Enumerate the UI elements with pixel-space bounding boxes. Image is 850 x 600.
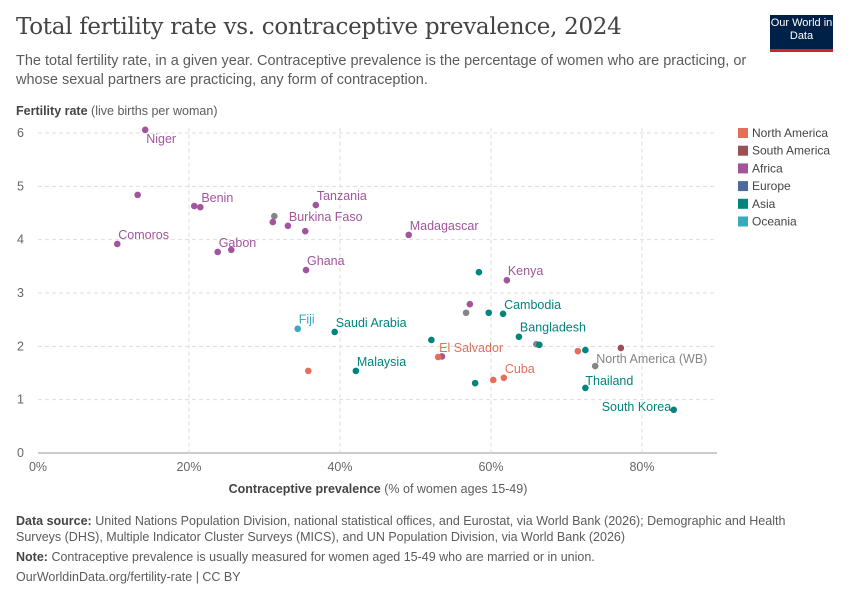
data-point-label: Thailand (585, 374, 633, 388)
y-tick-label: 6 (17, 126, 24, 140)
data-point-label: Ghana (307, 254, 345, 268)
data-point (214, 248, 221, 256)
data-point (515, 333, 523, 341)
legend-swatch (738, 145, 748, 156)
data-point (503, 276, 511, 284)
y-axis-label: Fertility rate (live births per woman) (16, 104, 217, 118)
data-point (500, 374, 508, 382)
data-point-label: Tanzania (317, 189, 367, 203)
data-point-label: Comoros (118, 228, 169, 242)
data-point-label: North America (WB) (596, 352, 707, 366)
data-point-label: Cuba (505, 362, 535, 376)
y-tick-label: 3 (17, 286, 24, 300)
y-tick-label: 2 (17, 339, 24, 353)
x-axis-label-bold: Contraceptive prevalence (229, 482, 381, 496)
note: Contraceptive prevalence is usually meas… (51, 550, 595, 564)
y-axis-label-bold: Fertility rate (16, 104, 88, 118)
data-point (405, 231, 413, 239)
y-axis-label-unit: (live births per woman) (91, 104, 217, 118)
x-tick-label: 20% (176, 460, 201, 474)
data-point (141, 126, 149, 134)
data-point-label: Benin (201, 191, 233, 205)
data-point-label: Fiji (299, 313, 315, 327)
data-point-label: El Salvador (439, 341, 503, 355)
owid-logo[interactable]: Our World in Data (770, 15, 833, 52)
data-point (331, 328, 339, 336)
chart-title: Total fertility rate vs. contraceptive p… (16, 14, 622, 40)
x-tick-label: 80% (629, 460, 654, 474)
data-point-label: Niger (146, 132, 176, 146)
source-label: Data source: (16, 514, 92, 528)
x-axis-label-unit: (% of women ages 15-49) (384, 482, 527, 496)
data-point-label: South Korea (602, 400, 672, 414)
legend-label: South America (752, 144, 830, 158)
data-point (269, 218, 277, 226)
data-point (591, 362, 599, 370)
data-point (197, 203, 204, 211)
legend-label: Oceania (752, 215, 797, 229)
data-point (134, 191, 141, 199)
x-axis-label: Contraceptive prevalence (% of women age… (229, 482, 528, 496)
data-point-label: Malaysia (357, 355, 406, 369)
data-source: United Nations Population Division, nati… (16, 514, 786, 544)
data-point (428, 336, 435, 344)
data-point (301, 227, 309, 235)
data-point-label: Bangladesh (520, 321, 586, 335)
legend-swatch (738, 128, 748, 138)
legend-label: Europe (752, 179, 791, 193)
x-tick-label: 40% (327, 460, 352, 474)
data-point (499, 310, 507, 318)
scatter-chart: Fertility rate (live births per woman) C… (16, 104, 830, 496)
legend-label: Asia (752, 197, 776, 211)
y-tick-label: 1 (17, 393, 24, 407)
data-point (617, 344, 625, 352)
data-point (536, 341, 543, 349)
data-point (227, 246, 235, 254)
legend-swatch (738, 181, 748, 192)
y-tick-label: 5 (17, 179, 24, 193)
data-point (294, 325, 302, 333)
data-point-label: Gabon (219, 236, 257, 250)
legend-label: North America (752, 126, 828, 140)
note-label: Note: (16, 550, 48, 564)
legend-label: Africa (752, 161, 783, 175)
data-point (582, 346, 589, 354)
source-link[interactable]: OurWorldinData.org/fertility-rate | CC B… (16, 570, 241, 584)
legend-swatch (738, 216, 748, 227)
data-point (462, 309, 470, 317)
y-tick-label: 4 (17, 233, 24, 247)
footer: Data source: United Nations Population D… (16, 513, 816, 585)
legend-swatch (738, 163, 748, 174)
data-point (670, 406, 678, 414)
data-point (582, 384, 589, 392)
data-point (466, 300, 474, 308)
chart-subtitle: The total fertility rate, in a given yea… (16, 53, 747, 88)
data-point (312, 201, 320, 209)
data-point-label: Saudi Arabia (336, 316, 407, 330)
data-point (302, 266, 310, 274)
data-point (574, 347, 582, 355)
data-point-label: Madagascar (410, 219, 479, 233)
data-point (434, 353, 442, 361)
data-point (352, 367, 360, 375)
data-point (471, 379, 479, 387)
data-point (190, 202, 198, 210)
data-point (475, 268, 483, 276)
data-point (284, 222, 292, 230)
data-point (489, 376, 497, 384)
data-point (485, 309, 493, 317)
data-point-label: Cambodia (504, 298, 561, 312)
data-point-label: Burkina Faso (289, 210, 363, 224)
data-point (304, 367, 312, 375)
y-tick-label: 0 (17, 446, 24, 460)
x-tick-label: 0% (29, 460, 47, 474)
data-point (271, 212, 278, 220)
legend-swatch (738, 198, 748, 209)
data-point (113, 240, 121, 248)
x-tick-label: 60% (478, 460, 503, 474)
data-point-label: Kenya (508, 264, 543, 278)
